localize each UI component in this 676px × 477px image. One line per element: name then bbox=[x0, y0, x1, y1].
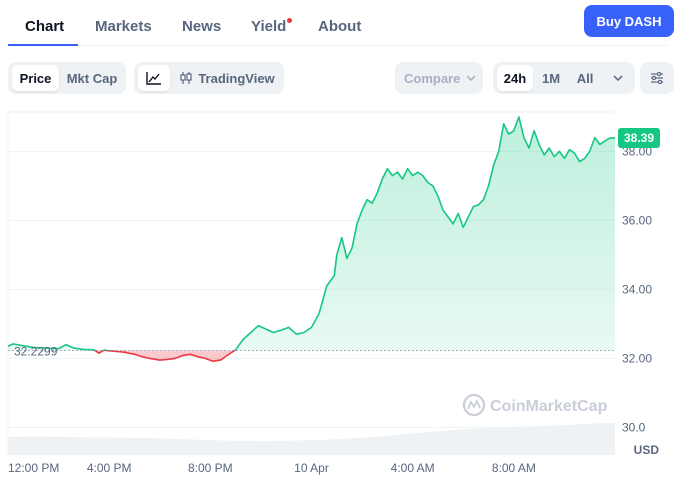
mktcap-toggle-button[interactable]: Mkt Cap bbox=[66, 70, 118, 86]
watermark-text: CoinMarketCap bbox=[490, 398, 608, 415]
volume-area bbox=[8, 423, 615, 455]
tab-yield[interactable]: Yield bbox=[251, 18, 287, 35]
y-tick-label: 34.00 bbox=[622, 282, 652, 296]
chart-style-toggle: TradingView bbox=[134, 62, 284, 94]
y-tick-label: 36.00 bbox=[622, 213, 652, 227]
tab-news[interactable]: News bbox=[182, 18, 222, 35]
sliders-icon bbox=[651, 72, 663, 84]
time-range-toggle: 24h 1M All bbox=[493, 62, 635, 94]
chart-settings-button[interactable] bbox=[640, 62, 674, 94]
currency-label: USD bbox=[634, 443, 660, 457]
volume-bars bbox=[8, 423, 615, 455]
price-line-down bbox=[90, 350, 237, 362]
buy-dash-button[interactable]: Buy DASH bbox=[584, 5, 674, 37]
price-area-up bbox=[8, 116, 615, 351]
current-price-value: 38.39 bbox=[624, 131, 654, 145]
price-line-up bbox=[7, 116, 615, 351]
compare-label: Compare bbox=[404, 70, 461, 86]
chart-tabs: Chart Markets News Yield About bbox=[8, 8, 668, 46]
tab-markets[interactable]: Markets bbox=[95, 18, 152, 35]
price-toggle-button[interactable]: Price bbox=[12, 65, 59, 91]
y-tick-label: 32.00 bbox=[622, 351, 652, 365]
tradingview-label: TradingView bbox=[198, 70, 275, 86]
x-axis-ticks: 12:00 PM 4:00 PM 8:00 PM 10 Apr 4:00 AM 8:00 … bbox=[8, 461, 536, 475]
range-1m-button[interactable]: 1M bbox=[541, 70, 561, 86]
coinmarketcap-logo-icon bbox=[462, 393, 486, 417]
tab-chart[interactable]: Chart bbox=[25, 18, 65, 35]
chevron-down-icon bbox=[466, 75, 476, 81]
watermark-logo: CoinMarketCap bbox=[462, 393, 608, 417]
x-tick-label: 8:00 PM bbox=[188, 461, 233, 475]
range-24h-button[interactable]: 24h bbox=[497, 65, 533, 91]
line-chart-icon bbox=[146, 72, 161, 85]
x-tick-label: 4:00 PM bbox=[87, 461, 132, 475]
y-tick-label: 30.0 bbox=[622, 420, 646, 434]
compare-dropdown[interactable]: Compare bbox=[395, 62, 483, 94]
price-chart[interactable]: 32.2299 38.00 36.00 34.00 32.00 30.0 12:00 P… bbox=[0, 110, 676, 477]
x-tick-label: 4:00 AM bbox=[391, 461, 435, 475]
x-tick-label: 8:00 AM bbox=[492, 461, 536, 475]
metric-toggle: Price Mkt Cap bbox=[8, 62, 126, 94]
x-tick-label: 10 Apr bbox=[294, 461, 329, 475]
line-chart-button[interactable] bbox=[138, 65, 170, 91]
tab-about[interactable]: About bbox=[318, 18, 362, 35]
yield-notification-dot bbox=[287, 18, 292, 23]
tab-active-underline bbox=[8, 44, 78, 46]
range-all-button[interactable]: All bbox=[576, 70, 594, 86]
range-more-dropdown[interactable] bbox=[605, 65, 631, 91]
chevron-down-icon bbox=[613, 75, 623, 81]
current-price-badge: 38.39 bbox=[618, 127, 660, 148]
candlestick-icon bbox=[180, 72, 192, 84]
x-tick-label: 12:00 PM bbox=[8, 461, 59, 475]
price-line-layer bbox=[7, 116, 615, 362]
reference-price-label: 32.2299 bbox=[14, 344, 58, 358]
tradingview-button[interactable]: TradingView bbox=[174, 65, 280, 91]
